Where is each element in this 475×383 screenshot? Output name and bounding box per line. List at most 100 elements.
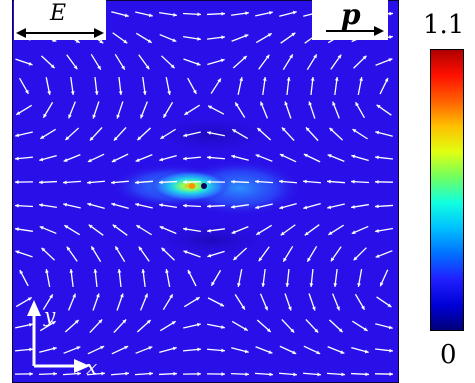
field-arrow-head xyxy=(165,269,169,273)
hotspot-peak xyxy=(189,183,195,189)
field-arrow-head xyxy=(39,157,44,162)
field-arrow-head xyxy=(28,61,33,66)
field-arrow-head xyxy=(74,319,79,324)
field-arrow-head xyxy=(197,371,201,376)
field-arrow-head xyxy=(387,303,392,308)
field-arrow-head xyxy=(123,39,128,44)
field-arrow-head xyxy=(364,349,369,354)
double-arrow-icon xyxy=(16,28,104,38)
field-arrow-head xyxy=(39,203,43,208)
field-arrow-head xyxy=(303,153,308,158)
field-arrow-head xyxy=(173,371,177,376)
field-arrow-head xyxy=(284,101,289,106)
field-arrow-head xyxy=(87,180,91,185)
field-arrow-head xyxy=(40,135,45,139)
field-arrow-head xyxy=(257,127,262,132)
field-arrow-head xyxy=(135,202,140,207)
field-arrow-head xyxy=(327,179,331,184)
field-arrow-head xyxy=(353,256,358,261)
field-arrow-head xyxy=(221,11,225,16)
field-arrow-head xyxy=(145,65,150,70)
field-arrow-head xyxy=(232,129,237,133)
field-arrow-head xyxy=(375,229,379,233)
field-arrow-head xyxy=(340,350,345,354)
field-arrow-head xyxy=(75,39,80,43)
field-arrow-head xyxy=(260,101,264,106)
field-arrow-head xyxy=(124,13,129,18)
field-arrow-head xyxy=(39,180,43,185)
field-arrow-head xyxy=(231,230,236,234)
field-arrow-head xyxy=(73,65,78,70)
field-arrow-head xyxy=(308,101,313,106)
field-arrow-head xyxy=(50,64,55,69)
field-arrow-head xyxy=(138,246,143,251)
field-arrow-head xyxy=(330,257,335,262)
field-arrow-head xyxy=(148,13,153,18)
field-arrow-head xyxy=(116,114,121,119)
field-arrow-head xyxy=(221,348,225,353)
vector-field-plot xyxy=(12,0,399,383)
field-arrow-head xyxy=(142,91,147,95)
field-arrow-head xyxy=(293,372,297,377)
field-arrow-head xyxy=(15,227,19,232)
field-arrow-head xyxy=(237,283,241,287)
field-arrow-head xyxy=(208,105,213,110)
field-arrow-head xyxy=(125,371,129,376)
field-arrow-head xyxy=(327,154,332,158)
field-arrow-head xyxy=(111,202,116,207)
field-arrow-head xyxy=(137,136,142,141)
field-arrow-head xyxy=(268,10,273,15)
field-arrow-head xyxy=(63,202,68,207)
field-arrow-head xyxy=(183,133,188,138)
field-arrow-head xyxy=(183,250,188,254)
field-arrow-head xyxy=(144,293,148,298)
field-arrow-head xyxy=(97,65,101,70)
field-arrow-head xyxy=(111,180,115,185)
field-arrow-head xyxy=(52,38,57,42)
field-arrow-head xyxy=(280,231,285,236)
field-arrow-head xyxy=(255,205,260,210)
field-arrow-head xyxy=(245,372,249,377)
field-arrow-head xyxy=(334,77,339,81)
field-arrow-head xyxy=(148,346,153,350)
field-arrow-head xyxy=(160,135,165,139)
field-arrow-head xyxy=(100,345,105,350)
field-arrow-head xyxy=(239,77,244,82)
field-arrow-head xyxy=(363,327,368,331)
field-arrow-head xyxy=(93,269,98,273)
field-arrow-head xyxy=(135,158,140,162)
field-arrow-head xyxy=(111,158,116,163)
field-arrow-head xyxy=(289,54,293,59)
field-arrow-head xyxy=(337,54,342,59)
field-arrow-head xyxy=(197,12,201,17)
field-arrow-head xyxy=(355,102,359,107)
field-arrow-head xyxy=(268,350,273,354)
field-arrow-head xyxy=(149,371,153,376)
field-arrow-head xyxy=(375,155,379,160)
field-arrow-head xyxy=(285,283,290,287)
field-arrow-head xyxy=(89,136,94,141)
field-arrow-head xyxy=(96,293,100,298)
field-arrow-head xyxy=(15,156,19,161)
field-arrow-head xyxy=(207,179,211,184)
field-arrow-head xyxy=(25,89,29,94)
field-arrow-head xyxy=(121,65,125,70)
field-arrow-head xyxy=(313,54,317,59)
field-arrow-head xyxy=(29,347,33,352)
field-arrow-head xyxy=(375,130,380,135)
field-arrow-head xyxy=(245,11,249,16)
field-arrow-head xyxy=(173,12,177,17)
field-arrow-head xyxy=(184,111,189,115)
momentum-label: p xyxy=(341,0,361,31)
field-arrow-head xyxy=(376,104,381,109)
field-arrow-head xyxy=(135,180,139,185)
field-arrow-head xyxy=(49,294,53,299)
field-arrow-head xyxy=(328,231,333,235)
field-arrow-head xyxy=(68,114,72,119)
field-arrow-head xyxy=(365,372,369,377)
field-arrow-head xyxy=(112,224,117,229)
field-arrow-head xyxy=(333,283,338,287)
field-arrow-head xyxy=(65,136,70,141)
field-arrow-head xyxy=(196,61,201,66)
field-arrow-head xyxy=(117,269,122,273)
